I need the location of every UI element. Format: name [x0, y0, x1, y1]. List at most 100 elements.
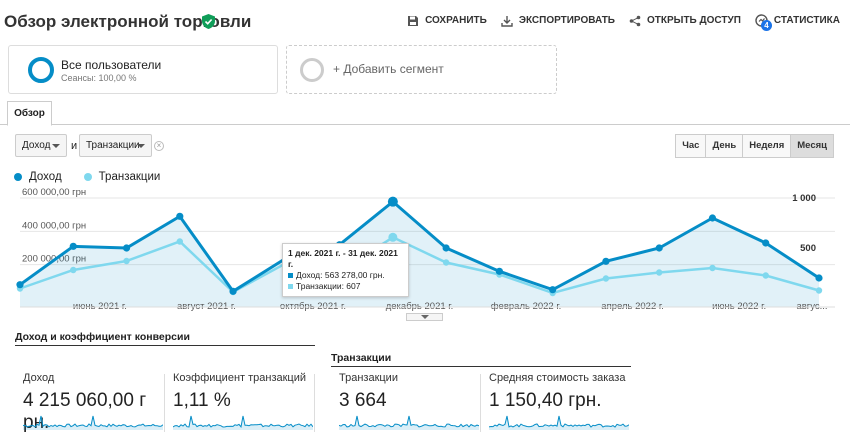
metric2-select[interactable]: Транзакции — [79, 134, 152, 157]
chevron-down-icon — [52, 144, 60, 148]
segment-name: Все пользователи — [61, 58, 162, 72]
share-label: ОТКРЫТЬ ДОСТУП — [647, 15, 741, 26]
tooltip-square — [288, 284, 293, 290]
transactions-point — [656, 269, 663, 276]
left-tick-label: 400 000,00 грн — [22, 220, 86, 231]
tooltip-transactions-text: Транзакции: 607 — [296, 281, 361, 291]
empty-segment-icon — [300, 58, 324, 82]
save-label: СОХРАНИТЬ — [425, 15, 487, 26]
chevron-down-icon — [137, 144, 145, 148]
metric-avg-order[interactable]: Средняя стоимость заказа 1 150,40 грн. — [481, 352, 631, 436]
export-label: ЭКСПОРТИРОВАТЬ — [518, 15, 615, 26]
segment-ring-icon — [28, 57, 54, 83]
metric-transactions[interactable]: Транзакции 3 664 — [331, 352, 481, 436]
page-title: Обзор электронной торговли — [4, 12, 252, 31]
revenue-point — [16, 281, 24, 289]
period-hour[interactable]: Час — [675, 134, 707, 158]
metric-value: 3 664 — [339, 390, 387, 411]
period-month[interactable]: Месяц — [790, 134, 834, 158]
transactions-point — [176, 238, 183, 245]
revenue-point — [442, 244, 450, 252]
chart-legend: Доход Транзакции — [14, 171, 160, 183]
transactions-point — [709, 264, 716, 272]
insights-label: СТАТИСТИКА — [773, 15, 840, 26]
save-button[interactable]: СОХРАНИТЬ — [407, 15, 487, 27]
revenue-line — [19, 199, 820, 294]
revenue-point — [387, 196, 398, 207]
section-transactions-title: Транзакции — [331, 352, 631, 367]
export-button[interactable]: ЭКСПОРТИРОВАТЬ — [501, 15, 615, 27]
remove-metric-icon[interactable]: × — [154, 141, 164, 151]
metric-label: Доход — [23, 372, 55, 384]
legend-revenue-label: Доход — [29, 171, 62, 183]
metric2-value: Транзакции — [86, 140, 140, 151]
metric-label: Средняя стоимость заказа — [489, 372, 626, 384]
transactions-point — [815, 287, 823, 294]
left-tick-label: 600 000,00 грн — [22, 187, 86, 198]
sparkline — [23, 415, 163, 430]
segment-all-users[interactable]: Все пользователи Сеансы: 100,00 % — [8, 45, 278, 94]
tab-divider — [0, 124, 850, 125]
sparkline-line — [23, 415, 163, 428]
revenue-point — [602, 257, 610, 265]
sparkline — [173, 415, 313, 430]
sparkline-area — [173, 416, 313, 430]
add-segment-button[interactable]: + Добавить сегмент — [286, 45, 557, 94]
sparkline — [489, 415, 629, 430]
revenue-point — [176, 212, 184, 220]
verified-shield-icon — [202, 14, 215, 29]
metric-value: 1 150,40 грн. — [489, 390, 602, 411]
legend-transactions[interactable]: Транзакции — [83, 171, 161, 183]
sparkline-line — [339, 415, 479, 428]
revenue-point — [122, 244, 131, 252]
metric-divider — [164, 374, 165, 432]
add-segment-label: + Добавить сегмент — [333, 62, 444, 76]
report-header: Обзор электронной торговли СОХРАНИТЬ ЭКС… — [0, 0, 850, 42]
share-button[interactable]: ОТКРЫТЬ ДОСТУП — [629, 15, 741, 27]
period-week[interactable]: Неделя — [742, 134, 792, 158]
tooltip-revenue: Доход: 563 278,00 грн. — [288, 270, 403, 281]
transactions-line — [19, 235, 820, 295]
download-icon — [501, 15, 513, 27]
metric1-value: Доход — [22, 140, 51, 151]
tooltip-title: 1 дек. 2021 г. - 31 дек. 2021 г. — [288, 248, 398, 269]
legend-revenue[interactable]: Доход — [14, 171, 62, 183]
revenue-point — [655, 244, 663, 252]
tab-overview[interactable]: Обзор — [7, 101, 52, 126]
save-icon — [408, 15, 419, 26]
metric-value: 1,11 % — [173, 390, 231, 411]
segment-sessions: Сеансы: 100,00 % — [61, 73, 137, 83]
tooltip-square — [288, 273, 293, 279]
section-revenue-title: Доход и коэффициент конверсии — [15, 331, 315, 346]
revenue-point — [549, 286, 557, 294]
revenue-point — [762, 239, 770, 247]
period-switcher: Час День Неделя Месяц — [675, 134, 834, 158]
metric1-select[interactable]: Доход — [15, 134, 67, 157]
insights-icon-wrap: 4 — [755, 14, 772, 31]
transactions-point — [388, 232, 398, 242]
right-tick-label: 1 000 — [792, 193, 816, 204]
expand-chart-button[interactable] — [406, 313, 443, 321]
tooltip-transactions: Транзакции: 607 — [288, 281, 403, 292]
and-label: и — [71, 140, 78, 152]
insights-button[interactable]: 4 СТАТИСТИКА — [755, 14, 840, 31]
share-icon — [629, 15, 641, 26]
metric-conversion[interactable]: Коэффициент транзакций 1,11 % — [165, 352, 315, 436]
metric-divider — [314, 374, 315, 432]
period-day[interactable]: День — [705, 134, 744, 158]
legend-dot — [83, 172, 92, 181]
revenue-point — [815, 274, 823, 282]
sparkline-line — [489, 415, 629, 428]
tooltip-revenue-text: Доход: 563 278,00 грн. — [296, 270, 385, 280]
metric-label: Транзакции — [339, 372, 398, 384]
sparkline — [339, 415, 479, 430]
revenue-point — [229, 287, 237, 295]
transactions-point — [123, 257, 130, 265]
insights-badge: 4 — [760, 20, 772, 31]
metric-divider — [480, 374, 481, 432]
metric-revenue[interactable]: Доход 4 215 060,00 г рн. — [15, 352, 165, 436]
transactions-point — [442, 259, 450, 266]
legend-transactions-label: Транзакции — [98, 171, 161, 183]
metric-label: Коэффициент транзакций — [173, 372, 307, 384]
